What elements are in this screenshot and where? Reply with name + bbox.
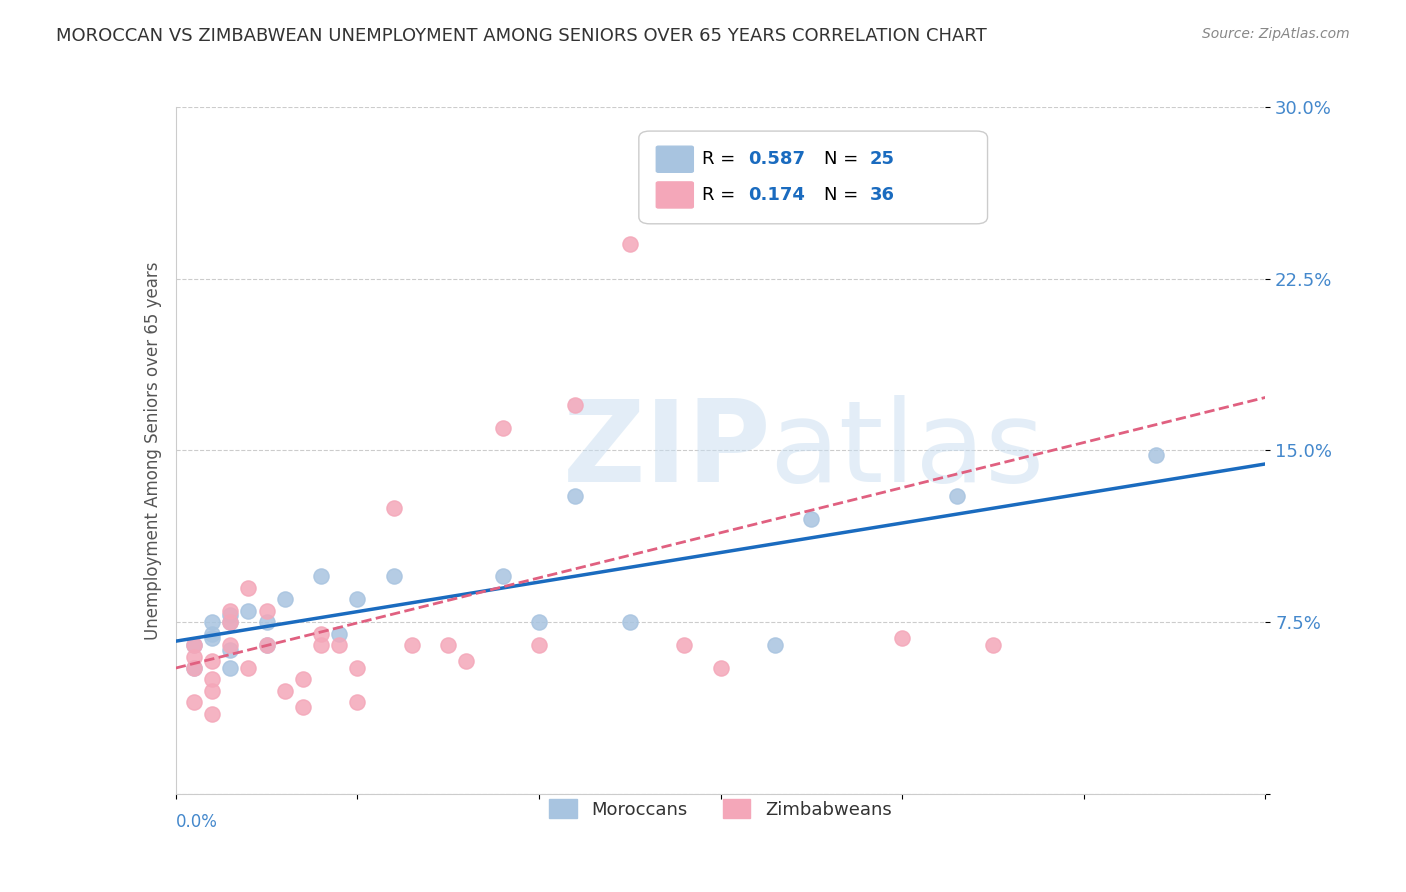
Text: R =: R = <box>702 186 741 204</box>
FancyBboxPatch shape <box>657 146 693 172</box>
Point <box>238 604 260 618</box>
Point <box>201 683 224 698</box>
Point <box>183 661 205 675</box>
Point <box>256 638 278 652</box>
Point <box>201 654 224 668</box>
Point <box>382 569 405 583</box>
Point <box>763 638 786 652</box>
Point <box>1146 448 1168 462</box>
Point <box>219 604 242 618</box>
Point <box>800 512 823 526</box>
Point <box>238 581 260 595</box>
Point <box>183 661 205 675</box>
Text: atlas: atlas <box>769 395 1045 506</box>
Point <box>527 615 550 630</box>
Text: 0.0%: 0.0% <box>176 814 218 831</box>
Text: R =: R = <box>702 150 741 169</box>
Legend: Moroccans, Zimbabweans: Moroccans, Zimbabweans <box>543 792 898 826</box>
Point <box>238 661 260 675</box>
Point <box>274 592 297 607</box>
Point <box>256 638 278 652</box>
Point <box>291 673 314 687</box>
Point <box>309 569 332 583</box>
Point <box>328 626 350 640</box>
Point <box>183 649 205 664</box>
Point <box>619 237 641 252</box>
Point <box>382 500 405 515</box>
Point <box>201 626 224 640</box>
Point <box>219 638 242 652</box>
Point <box>256 615 278 630</box>
Point <box>401 638 423 652</box>
Point <box>309 638 332 652</box>
Text: 0.174: 0.174 <box>748 186 804 204</box>
Point <box>328 638 350 652</box>
FancyBboxPatch shape <box>657 182 693 208</box>
Point <box>201 615 224 630</box>
Point <box>945 489 967 503</box>
Point <box>201 706 224 721</box>
Point <box>219 615 242 630</box>
Point <box>219 615 242 630</box>
Text: MOROCCAN VS ZIMBABWEAN UNEMPLOYMENT AMONG SENIORS OVER 65 YEARS CORRELATION CHAR: MOROCCAN VS ZIMBABWEAN UNEMPLOYMENT AMON… <box>56 27 987 45</box>
Point <box>981 638 1004 652</box>
Point <box>256 604 278 618</box>
Point <box>710 661 733 675</box>
Point <box>619 615 641 630</box>
Point <box>183 638 205 652</box>
Y-axis label: Unemployment Among Seniors over 65 years: Unemployment Among Seniors over 65 years <box>143 261 162 640</box>
Point <box>219 642 242 657</box>
Point <box>527 638 550 652</box>
Point <box>800 180 823 194</box>
Text: N =: N = <box>824 150 865 169</box>
Point <box>201 673 224 687</box>
Point <box>309 626 332 640</box>
Text: N =: N = <box>824 186 865 204</box>
Point <box>564 489 586 503</box>
FancyBboxPatch shape <box>638 131 987 224</box>
Point <box>492 569 515 583</box>
Point <box>437 638 460 652</box>
Text: 0.587: 0.587 <box>748 150 804 169</box>
Point <box>456 654 478 668</box>
Point <box>346 661 368 675</box>
Text: ZIP: ZIP <box>562 395 770 506</box>
Point <box>183 695 205 709</box>
Text: 25: 25 <box>870 150 894 169</box>
Point <box>492 420 515 434</box>
Point <box>183 638 205 652</box>
Point <box>891 631 914 645</box>
Point <box>219 608 242 623</box>
Point <box>564 398 586 412</box>
Point <box>274 683 297 698</box>
Text: Source: ZipAtlas.com: Source: ZipAtlas.com <box>1202 27 1350 41</box>
Point <box>346 695 368 709</box>
Point <box>673 638 696 652</box>
Point <box>346 592 368 607</box>
Point <box>291 699 314 714</box>
Point <box>219 661 242 675</box>
Text: 36: 36 <box>870 186 894 204</box>
Point <box>201 631 224 645</box>
